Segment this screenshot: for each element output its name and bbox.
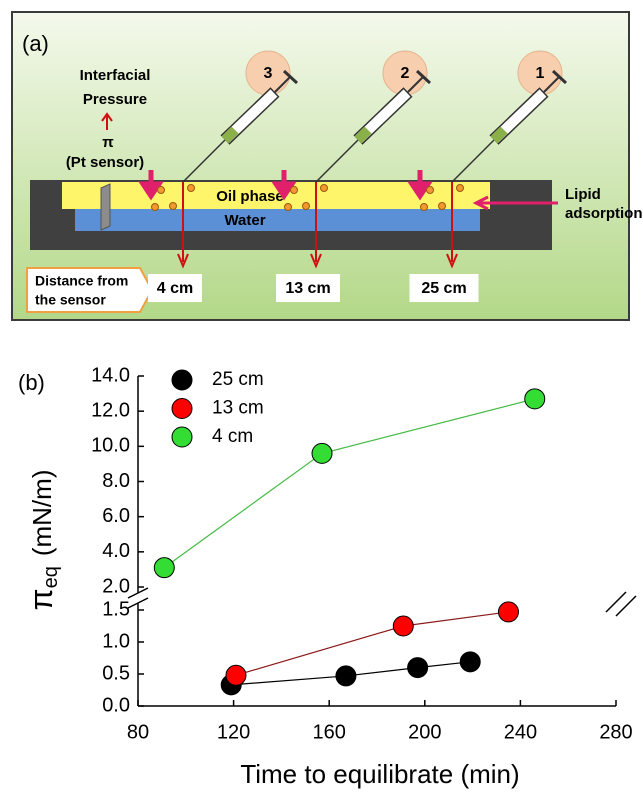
x-tick-label: 240 — [504, 721, 537, 743]
x-tick-label: 120 — [217, 721, 250, 743]
y-tick-label: 14.0 — [91, 364, 130, 386]
distance-label: the sensor — [35, 292, 106, 308]
y-tick-label: 6.0 — [102, 505, 130, 527]
point — [498, 602, 518, 622]
legend-marker — [172, 427, 192, 447]
panel-a: (a) Interfacial Pressure π (Pt sensor) O… — [12, 12, 643, 320]
step-number: 3 — [264, 65, 273, 82]
syringe-tip — [358, 130, 368, 140]
y-tick-label: 2.0 — [102, 575, 130, 597]
y-tick-label: 4.0 — [102, 540, 130, 562]
lipid — [303, 203, 310, 210]
lipid — [285, 204, 292, 211]
point — [393, 616, 413, 636]
y-tick-label: 0.0 — [102, 694, 130, 716]
legend-label: 25 cm — [212, 369, 264, 390]
sensor-label: (Pt sensor) — [66, 154, 144, 171]
x-tick-label: 200 — [408, 721, 441, 743]
lipid — [158, 187, 165, 194]
lipid — [439, 203, 446, 210]
y-tick-label: 1.0 — [102, 630, 130, 652]
pressure-label: Interfacial — [80, 67, 151, 84]
panel-label: (b) — [18, 370, 45, 395]
legend-label: 13 cm — [212, 398, 264, 419]
water-label: Water — [224, 212, 265, 229]
pt-sensor — [101, 184, 110, 230]
x-axis-label: Time to equilibrate (min) — [240, 759, 519, 789]
y-tick-label: 12.0 — [91, 399, 130, 421]
lipid — [291, 187, 298, 194]
step-number: 1 — [536, 65, 545, 82]
point — [460, 652, 480, 672]
lipid-label: Lipid — [565, 186, 601, 203]
x-tick-label: 280 — [599, 721, 632, 743]
lipid — [457, 185, 464, 192]
panel-label: (a) — [22, 31, 49, 56]
syringe-tip — [225, 130, 235, 140]
lipid — [421, 204, 428, 211]
lipid — [321, 185, 328, 192]
point — [226, 665, 246, 685]
lipid — [170, 203, 177, 210]
legend-marker — [172, 370, 192, 390]
point — [408, 658, 428, 678]
y-label-subscript: eq — [40, 566, 62, 588]
legend-marker — [172, 399, 192, 419]
y-axis-label: πeq (mN/m) — [23, 470, 62, 611]
lipid — [427, 187, 434, 194]
x-tick-label: 160 — [313, 721, 346, 743]
series-line — [164, 399, 534, 568]
y-label-symbol: π — [23, 588, 59, 610]
y-tick-label: 0.5 — [102, 662, 130, 684]
y-label-unit: (mN/m) — [27, 470, 57, 557]
axis-break — [606, 592, 636, 616]
oil-label: Oil phase — [216, 188, 284, 205]
pressure-label: Pressure — [83, 91, 147, 108]
distance-value: 25 cm — [421, 280, 466, 297]
step-number: 2 — [401, 65, 410, 82]
point — [312, 443, 332, 463]
water-layer — [75, 209, 480, 231]
distance-label: Distance from — [35, 273, 128, 289]
point — [525, 389, 545, 409]
pi-label: π — [102, 134, 114, 151]
point — [154, 558, 174, 578]
lipid — [188, 185, 195, 192]
point — [336, 666, 356, 686]
distance-value: 13 cm — [285, 280, 330, 297]
syringe-tip — [494, 130, 504, 140]
lipid — [152, 204, 159, 211]
x-tick-label: 80 — [127, 721, 149, 743]
y-tick-label: 10.0 — [91, 435, 130, 457]
lipid-label: adsorption — [565, 205, 643, 222]
panel-b: (b) 0.0 0.5 1.0 1.52.0 4.0 6.0 8.0 10.0 12.0 14.0 8… — [18, 364, 636, 789]
y-tick-label: 1.5 — [102, 598, 130, 620]
legend-label: 4 cm — [212, 426, 253, 447]
distance-value: 4 cm — [157, 280, 193, 297]
figure: (a) Interfacial Pressure π (Pt sensor) O… — [0, 0, 643, 794]
y-tick-label: 8.0 — [102, 470, 130, 492]
